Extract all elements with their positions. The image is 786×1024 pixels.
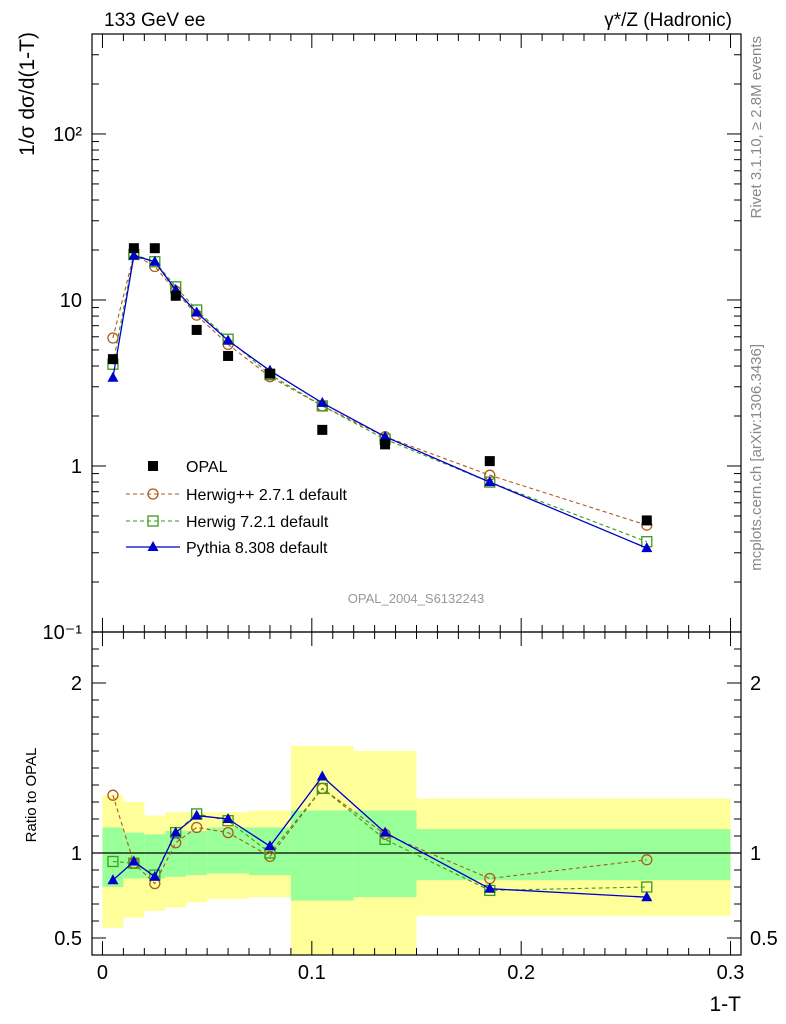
ratio-data-point	[222, 826, 234, 839]
main-data-point	[641, 515, 652, 526]
x-tick-label: 0.1	[298, 962, 326, 984]
legend-entry: Herwig 7.2.1 default	[126, 514, 329, 531]
main-data-point	[484, 476, 496, 487]
ratio-data-point	[641, 854, 653, 866]
ratio-data-point	[191, 809, 203, 820]
ratio-data-point	[149, 870, 161, 881]
ratio-y-tick-label-right: 1	[750, 843, 761, 865]
ratio-data-point	[170, 826, 182, 837]
legend-label: Herwig 7.2.1 default	[186, 514, 329, 531]
main-data-point	[170, 290, 181, 301]
rivet-version-label: Rivet 3.1.10, ≥ 2.8M events	[748, 36, 765, 219]
ratio-uncertainty-band-inner	[290, 810, 354, 901]
x-tick-label: 0.3	[717, 962, 745, 984]
ratio-data-point	[222, 813, 234, 823]
ratio-y-tick-label-right: 2	[750, 673, 761, 695]
main-data-point	[191, 306, 203, 317]
ratio-y-axis-label: Ratio to OPAL	[23, 748, 40, 843]
mcplots-reference-label: mcplots.cern.ch [arXiv:1306.3436]	[748, 344, 765, 571]
ratio-data-point	[484, 882, 496, 893]
ratio-data-point	[107, 855, 119, 868]
x-axis-label: 1-T	[710, 993, 742, 1016]
main-series-line	[112, 253, 647, 526]
legend-label: Herwig++ 2.7.1 default	[186, 487, 348, 504]
watermark-label: OPAL_2004_S6132243	[348, 591, 484, 606]
ratio-uncertainty-band-inner	[416, 829, 731, 881]
main-data-point	[128, 249, 140, 260]
ratio-uncertainty-band-inner	[102, 827, 124, 887]
ratio-data-point	[379, 826, 391, 837]
x-tick-label: 0	[97, 962, 108, 984]
legend-entry: Pythia 8.308 default	[126, 540, 328, 557]
header-left-label: 133 GeV ee	[104, 10, 205, 31]
ratio-data-point	[107, 874, 119, 885]
header-right-label: γ*/Z (Hadronic)	[604, 10, 732, 31]
legend-marker	[147, 488, 159, 500]
legend-marker	[148, 461, 158, 471]
legend-label: Pythia 8.308 default	[186, 540, 328, 557]
main-data-point	[107, 332, 119, 344]
ratio-uncertainty-band-inner	[207, 827, 250, 874]
main-data-point	[107, 371, 119, 382]
ratio-data-point	[128, 855, 140, 866]
legend-entry: OPAL	[148, 459, 228, 476]
ratio-uncertainty-band-inner	[144, 834, 166, 879]
main-series-line	[112, 254, 648, 549]
x-tick-label: 0.2	[507, 962, 535, 984]
main-data-point	[223, 350, 234, 361]
main-data-point	[128, 243, 139, 254]
main-data-point	[149, 243, 160, 254]
main-data-point	[317, 424, 328, 435]
ratio-data-point	[316, 770, 328, 781]
ratio-data-point	[641, 891, 653, 902]
legend-marker	[147, 541, 159, 551]
main-data-point	[380, 439, 391, 450]
ratio-series-line	[112, 787, 647, 885]
main-y-axis-label: 1/σ dσ/d(1-T)	[16, 32, 39, 156]
main-data-point	[264, 368, 275, 379]
main-data-point	[107, 354, 118, 365]
main-y-tick-label: 1	[71, 456, 82, 478]
main-y-tick-label: 10²	[53, 124, 82, 146]
ratio-data-point	[264, 840, 276, 851]
legend-entry: Herwig++ 2.7.1 default	[126, 487, 348, 504]
legend-marker	[147, 515, 159, 527]
ratio-uncertainty-band-inner	[353, 810, 417, 898]
main-data-point	[379, 430, 391, 441]
main-data-point	[191, 324, 202, 335]
main-data-point	[484, 456, 495, 467]
ratio-data-point	[107, 789, 119, 801]
main-data-point	[149, 255, 161, 266]
ratio-y-tick-label: 1	[71, 843, 82, 865]
ratio-y-tick-label: 2	[71, 673, 82, 695]
ratio-data-point	[316, 782, 328, 795]
main-data-point	[222, 334, 234, 345]
main-data-point	[641, 542, 653, 553]
main-y-tick-label: 10⁻¹	[43, 622, 83, 644]
legend-label: OPAL	[186, 459, 228, 476]
main-data-point	[316, 396, 328, 407]
ratio-y-tick-label: 0.5	[54, 928, 82, 950]
ratio-data-point	[191, 821, 203, 834]
ratio-y-tick-label-right: 0.5	[750, 928, 778, 950]
main-y-tick-label: 10	[60, 290, 82, 312]
